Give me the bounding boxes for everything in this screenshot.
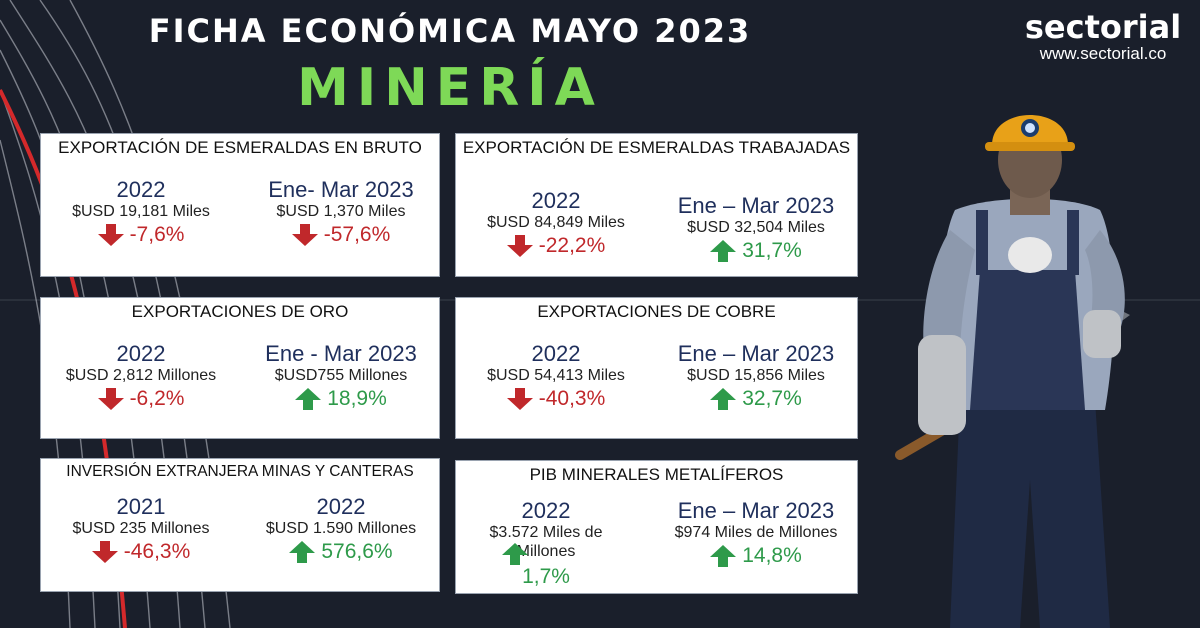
period-label: 2022	[521, 498, 571, 523]
arrow-down-icon	[91, 541, 118, 563]
amount-value: $USD 235 Millones	[72, 520, 210, 537]
amount-value: $USD 32,504 Miles	[687, 219, 825, 236]
miner-illustration	[895, 115, 1130, 628]
arrow-down-icon	[291, 224, 318, 246]
amount-value: $USD 2,812 Millones	[65, 367, 217, 384]
period-label: 2021	[116, 494, 166, 519]
card-esmeraldas-bruto: EXPORTACIÓN DE ESMERALDAS EN BRUTO 2022 …	[40, 133, 440, 277]
arrow-down-icon	[506, 235, 533, 257]
change-percent: -22,2%	[538, 234, 606, 257]
page-subtitle: MINERÍA	[297, 58, 603, 118]
card-title: EXPORTACIONES DE ORO	[131, 302, 349, 321]
arrow-up-icon	[710, 240, 737, 262]
card-title: PIB MINERALES METALÍFEROS	[529, 465, 784, 484]
card-right-column: Ene- Mar 2023 $USD 1,370 Miles -57,6%	[251, 178, 431, 247]
change-percent: -46,3%	[123, 540, 191, 563]
change-percent: 18,9%	[327, 387, 387, 410]
card-right-column: Ene – Mar 2023 $974 Miles de Millones 14…	[666, 499, 846, 568]
card-left-column: 2022 $3.572 Miles de Millones 1,7%	[466, 499, 626, 589]
card-inversion-extranjera: INVERSIÓN EXTRANJERA MINAS Y CANTERAS 20…	[40, 458, 440, 592]
card-right-column: 2022 $USD 1.590 Millones 576,6%	[251, 495, 431, 564]
change-percent: 31,7%	[742, 239, 802, 262]
arrow-up-icon	[710, 545, 737, 567]
card-left-column: 2022 $USD 84,849 Miles -22,2%	[466, 189, 646, 258]
arrow-up-icon	[295, 388, 322, 410]
amount-value: $3.572 Miles de Millones	[489, 524, 603, 560]
period-label: Ene- Mar 2023	[268, 177, 414, 202]
period-label: Ene – Mar 2023	[677, 498, 835, 523]
change-percent: 14,8%	[742, 544, 802, 567]
period-label: Ene – Mar 2023	[677, 341, 835, 366]
period-label: Ene – Mar 2023	[677, 193, 835, 218]
logo-wordmark: sectorial	[1024, 8, 1182, 46]
change-percent: -57,6%	[323, 223, 391, 246]
arrow-down-icon	[97, 388, 124, 410]
amount-value: $USD 84,849 Miles	[487, 214, 625, 231]
amount-value: $974 Miles de Millones	[674, 524, 838, 541]
change-percent: -6,2%	[129, 387, 185, 410]
card-oro: EXPORTACIONES DE ORO 2022 $USD 2,812 Mil…	[40, 297, 440, 439]
amount-value: $USD 19,181 Miles	[72, 203, 210, 220]
card-left-column: 2022 $USD 2,812 Millones -6,2%	[51, 342, 231, 411]
card-right-column: Ene - Mar 2023 $USD755 Millones 18,9%	[251, 342, 431, 411]
amount-value: $USD755 Millones	[274, 367, 408, 384]
card-title: EXPORTACIÓN DE ESMERALDAS TRABAJADAS	[462, 138, 851, 157]
period-label: 2022	[116, 341, 166, 366]
card-title: EXPORTACIONES DE COBRE	[537, 302, 776, 321]
arrow-up-icon	[502, 543, 528, 565]
card-right-column: Ene – Mar 2023 $USD 32,504 Miles 31,7%	[666, 194, 846, 263]
amount-value: $USD 54,413 Miles	[487, 367, 625, 384]
card-left-column: 2022 $USD 54,413 Miles -40,3%	[466, 342, 646, 411]
arrow-down-icon	[506, 388, 533, 410]
card-title: INVERSIÓN EXTRANJERA MINAS Y CANTERAS	[66, 463, 414, 480]
card-left-column: 2022 $USD 19,181 Miles -7,6%	[51, 178, 231, 247]
card-left-column: 2021 $USD 235 Millones -46,3%	[51, 495, 231, 564]
brand-logo[interactable]: sectorial www.sectorial.co	[1018, 10, 1188, 64]
amount-value: $USD 15,856 Miles	[687, 367, 825, 384]
arrow-up-icon	[289, 541, 316, 563]
period-label: 2022	[316, 494, 366, 519]
period-label: 2022	[531, 188, 581, 213]
arrow-down-icon	[97, 224, 124, 246]
period-label: 2022	[531, 341, 581, 366]
amount-value: $USD 1,370 Miles	[276, 203, 406, 220]
change-percent: 576,6%	[321, 540, 393, 563]
arrow-up-icon	[710, 388, 737, 410]
page-title: FICHA ECONÓMICA MAYO 2023	[148, 12, 752, 50]
change-percent: -40,3%	[538, 387, 606, 410]
card-right-column: Ene – Mar 2023 $USD 15,856 Miles 32,7%	[666, 342, 846, 411]
card-cobre: EXPORTACIONES DE COBRE 2022 $USD 54,413 …	[455, 297, 858, 439]
logo-url: www.sectorial.co	[1039, 44, 1167, 63]
card-title: EXPORTACIÓN DE ESMERALDAS EN BRUTO	[58, 138, 422, 157]
period-label: Ene - Mar 2023	[265, 341, 417, 366]
card-pib-minerales: PIB MINERALES METALÍFEROS 2022 $3.572 Mi…	[455, 460, 858, 594]
change-percent: 1,7%	[522, 565, 570, 588]
card-esmeraldas-trabajadas: EXPORTACIÓN DE ESMERALDAS TRABAJADAS 202…	[455, 133, 858, 277]
period-label: 2022	[116, 177, 166, 202]
change-percent: 32,7%	[742, 387, 802, 410]
amount-value: $USD 1.590 Millones	[265, 520, 417, 537]
change-percent: -7,6%	[129, 223, 185, 246]
